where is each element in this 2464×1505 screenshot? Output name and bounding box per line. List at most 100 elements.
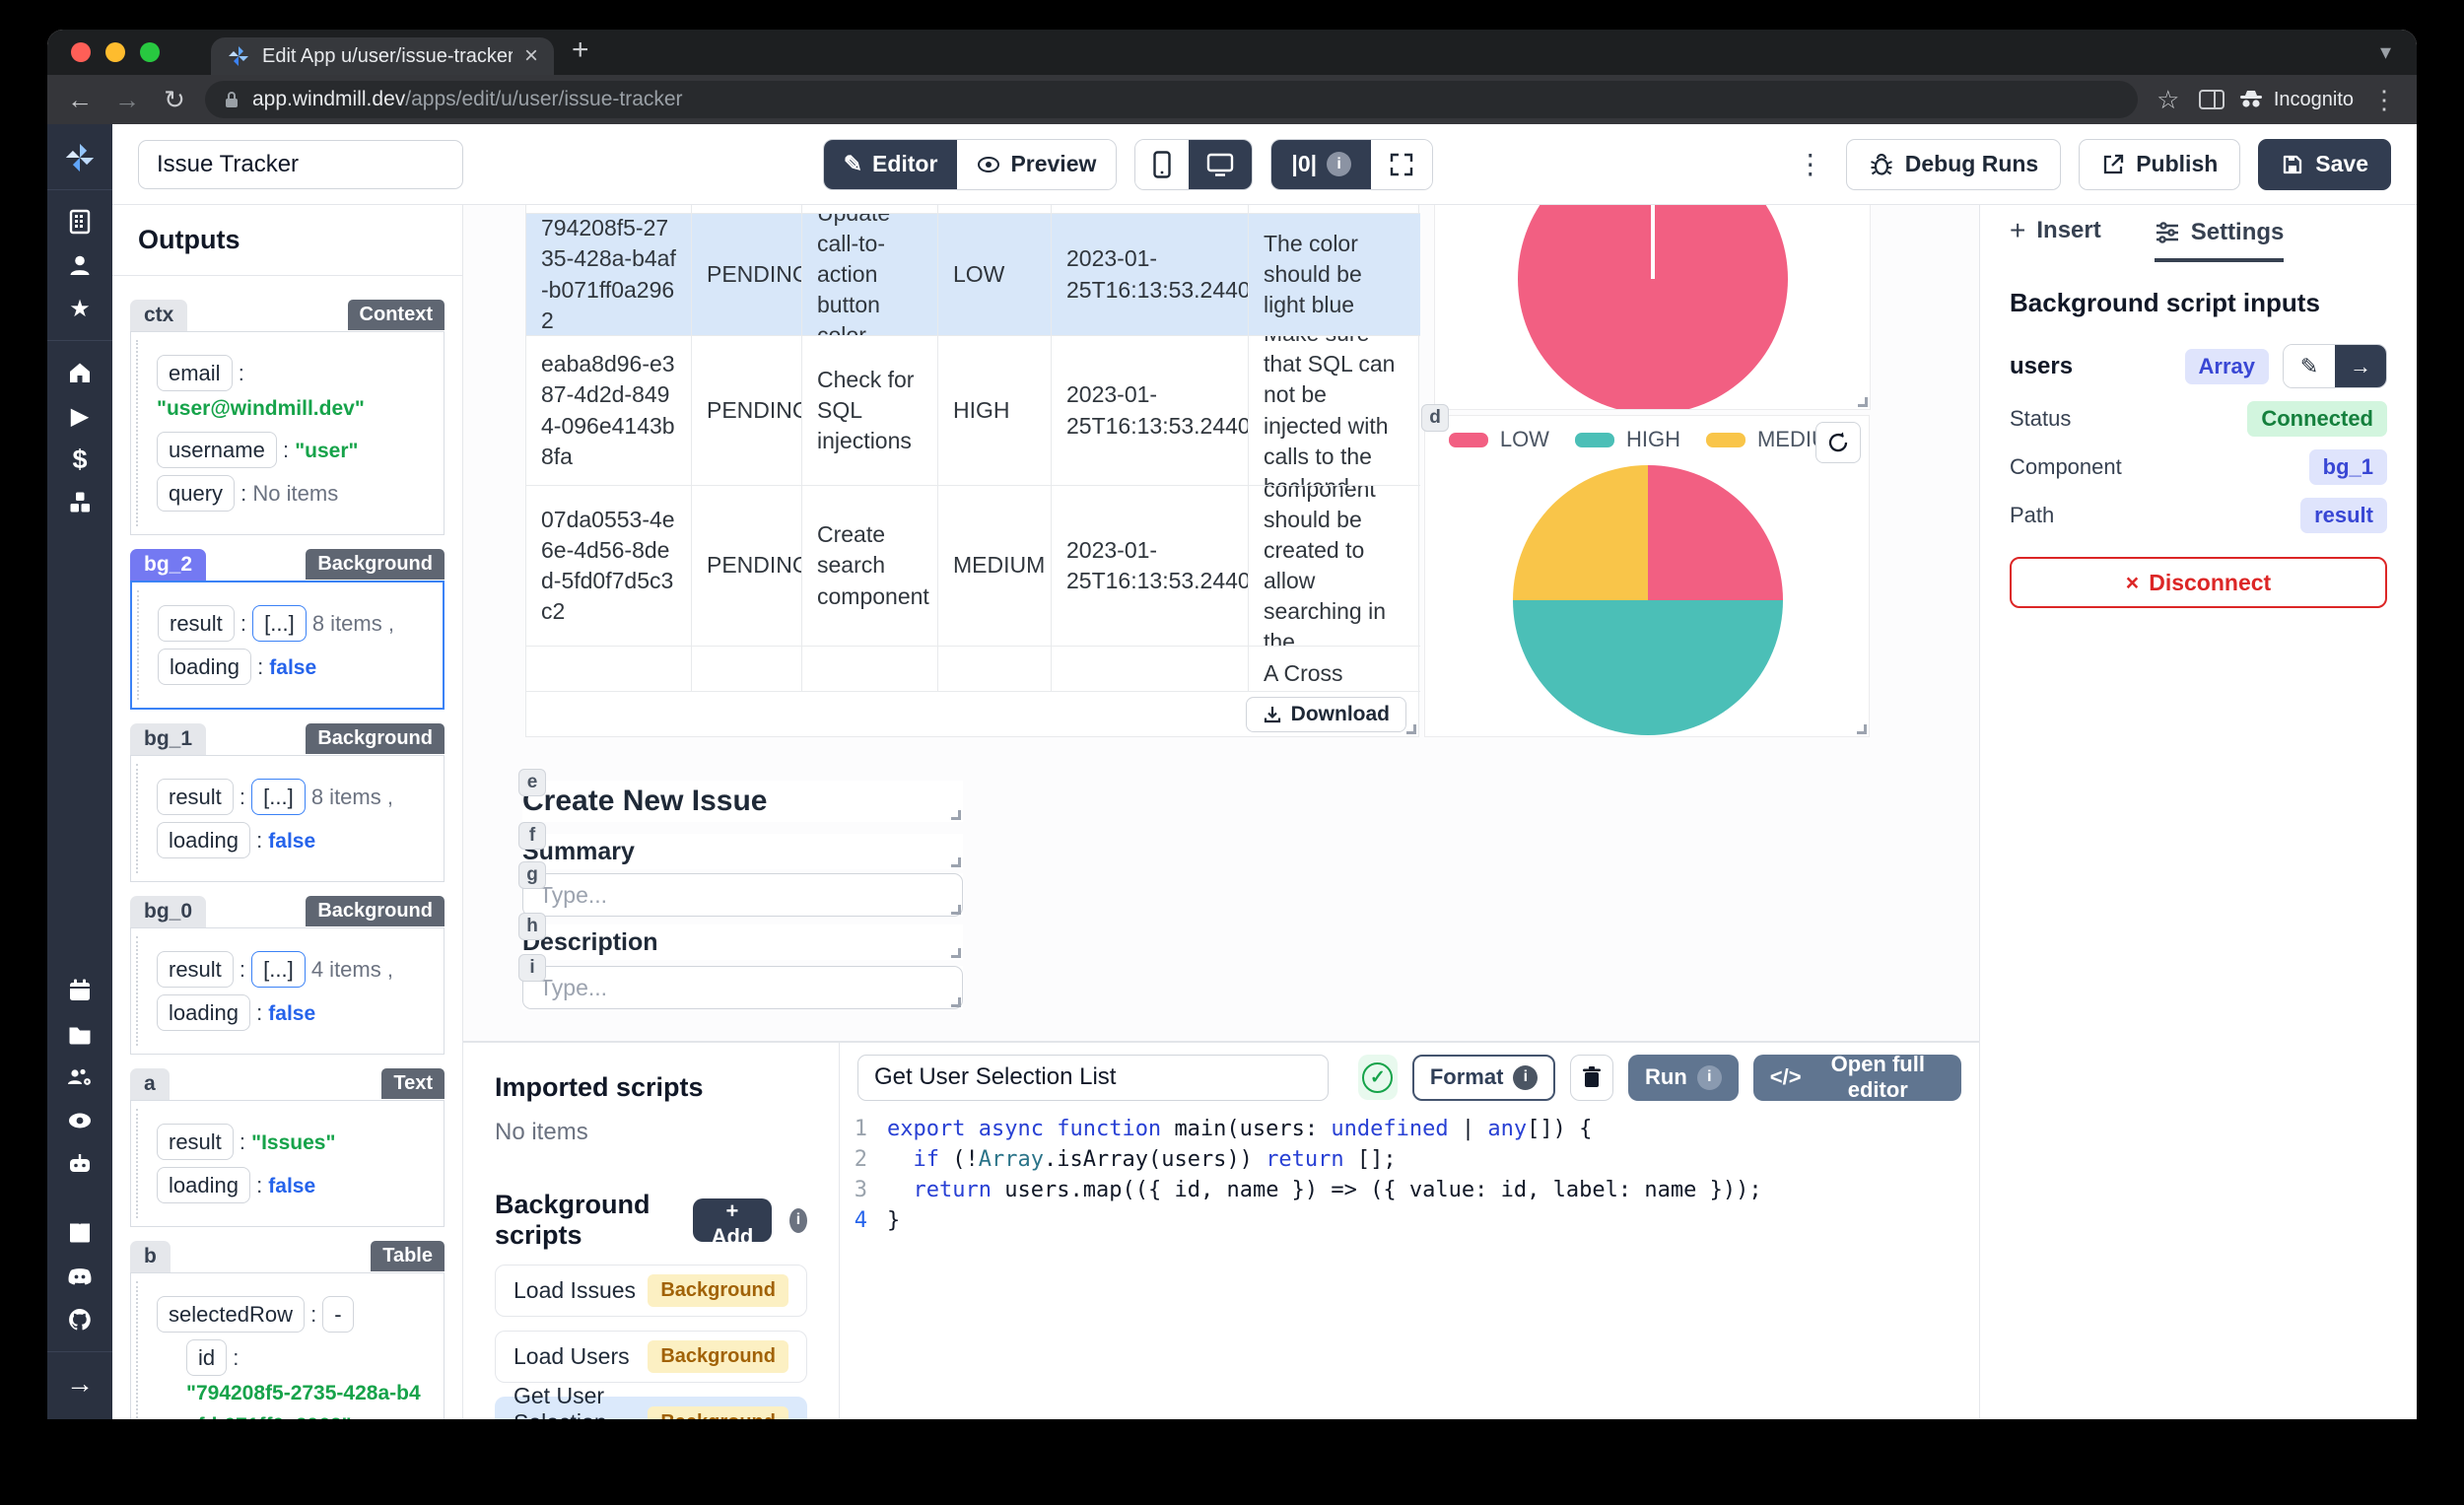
description-input[interactable] xyxy=(522,966,963,1009)
output-key[interactable]: loading xyxy=(157,993,250,1031)
delete-script-button[interactable] xyxy=(1570,1054,1614,1101)
collapse-sidebar-arrow-icon[interactable]: → xyxy=(66,1368,94,1399)
script-item-load-users[interactable]: Load Users Background xyxy=(495,1331,807,1383)
output-key[interactable]: result xyxy=(157,950,234,988)
legend-label[interactable]: HIGH xyxy=(1625,427,1680,451)
runs-play-icon[interactable]: ▶ xyxy=(70,402,90,430)
reload-icon[interactable]: ↻ xyxy=(164,84,185,114)
component-id-badge[interactable]: i xyxy=(518,954,546,982)
workspace-icon[interactable] xyxy=(60,200,100,243)
output-card-bg0[interactable]: bg_0 Background result : [...] 4 items ,… xyxy=(130,895,445,1055)
table-row[interactable]: eaba8d96-e387-4d2d-8494-096e4143b8fa PEN… xyxy=(526,336,1420,486)
output-card-ctx[interactable]: ctx Context email : "user@windmill.dev" … xyxy=(130,300,445,535)
side-panel-icon[interactable] xyxy=(2198,88,2224,111)
component-badge[interactable]: bg_1 xyxy=(2308,449,2387,485)
github-icon[interactable] xyxy=(60,1298,100,1341)
publish-button[interactable]: Publish xyxy=(2079,138,2241,190)
code-line[interactable]: 4} xyxy=(854,1208,901,1233)
pie-chart-component-d[interactable]: d LOW HIGH MEDIUM xyxy=(1421,404,1870,737)
ai-robot-icon[interactable] xyxy=(60,1142,100,1186)
resources-cubes-icon[interactable] xyxy=(60,481,100,524)
fullscreen-button[interactable] xyxy=(1371,139,1433,189)
table-row[interactable]: A Cross Origin xyxy=(526,647,1420,692)
open-full-editor-button[interactable]: </> Open full editor xyxy=(1752,1052,1962,1102)
resize-handle[interactable] xyxy=(1857,724,1867,734)
output-card-b[interactable]: b Table selectedRow : - id : "794208f5-27… xyxy=(130,1240,445,1419)
output-tag[interactable]: a xyxy=(130,1067,170,1100)
preview-mode-button[interactable]: Preview xyxy=(957,139,1117,189)
disconnect-button[interactable]: × Disconnect xyxy=(2010,557,2387,608)
code-line[interactable]: 2 if (!Array.isArray(users)) return []; xyxy=(854,1147,1397,1172)
path-badge[interactable]: result xyxy=(2300,498,2387,533)
forward-icon[interactable]: → xyxy=(114,84,140,114)
output-key[interactable]: username xyxy=(157,431,277,468)
folders-icon[interactable] xyxy=(60,1012,100,1056)
resize-handle[interactable] xyxy=(951,810,961,820)
output-tag[interactable]: bg_2 xyxy=(130,548,207,581)
editor-mode-button[interactable]: ✎ Editor xyxy=(823,139,958,189)
browser-tab[interactable]: Edit App u/user/issue-tracker | × xyxy=(211,37,554,75)
pie-chart-component-c[interactable] xyxy=(1434,205,1871,410)
user-icon[interactable] xyxy=(60,243,100,287)
toolbar-menu-icon[interactable]: ⋮ xyxy=(1796,149,1824,179)
output-key[interactable]: selectedRow xyxy=(157,1295,305,1333)
discord-icon[interactable] xyxy=(60,1255,100,1298)
new-tab-button[interactable]: + xyxy=(572,34,589,66)
resize-handle[interactable] xyxy=(951,905,961,915)
static-edit-button[interactable]: ✎ xyxy=(2284,345,2335,387)
groups-users-gear-icon[interactable] xyxy=(60,1056,100,1099)
table-row[interactable]: 794208f5-2735-428a-b4af-b071ff0a2962 PEN… xyxy=(526,214,1420,336)
array-expander[interactable]: [...] xyxy=(251,950,306,988)
array-expander[interactable]: [...] xyxy=(252,604,307,642)
variables-dollar-icon[interactable]: $ xyxy=(72,444,88,474)
format-button[interactable]: Format i xyxy=(1411,1054,1556,1101)
resize-handle[interactable] xyxy=(1858,397,1868,407)
description-label-component[interactable]: h Description xyxy=(518,913,963,960)
code-line[interactable]: 3 return users.map(({ id, name }) => ({ … xyxy=(854,1178,1762,1202)
form-title-component[interactable]: e Create New Issue xyxy=(518,769,963,822)
description-input-component[interactable]: i xyxy=(518,954,963,1009)
minimize-window-button[interactable] xyxy=(105,42,125,62)
output-tag[interactable]: bg_0 xyxy=(130,895,207,927)
output-key[interactable]: result xyxy=(157,778,234,815)
output-key[interactable]: result xyxy=(157,1123,234,1160)
output-card-bg2[interactable]: bg_2 Background result : [...] 8 items ,… xyxy=(130,548,445,710)
zoom-window-button[interactable] xyxy=(140,42,160,62)
tab-insert[interactable]: + Insert xyxy=(2010,215,2101,245)
macos-window-controls[interactable] xyxy=(47,30,181,75)
close-window-button[interactable] xyxy=(71,42,91,62)
windmill-logo[interactable] xyxy=(60,136,100,179)
schedules-calendar-icon[interactable] xyxy=(60,969,100,1012)
output-tag[interactable]: bg_1 xyxy=(130,722,207,755)
output-key[interactable]: loading xyxy=(157,821,250,858)
output-key[interactable]: result xyxy=(158,604,235,642)
table-row[interactable]: 07da0553-4e6e-4d56-8ded-5fd0f7d5c3c2 PEN… xyxy=(526,486,1420,647)
back-icon[interactable]: ← xyxy=(67,84,93,114)
audit-eye-icon[interactable] xyxy=(60,1099,100,1142)
mobile-view-button[interactable] xyxy=(1135,139,1190,189)
script-item-load-issues[interactable]: Load Issues Background xyxy=(495,1265,807,1317)
summary-input[interactable] xyxy=(522,873,963,917)
array-expander[interactable]: [...] xyxy=(251,778,306,815)
desktop-view-button[interactable] xyxy=(1189,139,1253,189)
docs-book-icon[interactable] xyxy=(60,1211,100,1255)
summary-label-component[interactable]: f Summary xyxy=(518,822,963,869)
run-button[interactable]: Run i xyxy=(1628,1054,1739,1101)
browser-menu-icon[interactable]: ⋮ xyxy=(2371,84,2397,114)
refresh-chart-button[interactable] xyxy=(1815,422,1861,463)
legend-label[interactable]: LOW xyxy=(1499,427,1549,451)
save-button[interactable]: Save xyxy=(2258,138,2391,190)
output-tag[interactable]: ctx xyxy=(130,300,188,331)
resize-handle[interactable] xyxy=(951,997,961,1007)
script-item-get-user-selection-list[interactable]: Get User Selection List Background xyxy=(495,1383,807,1419)
component-id-badge[interactable]: f xyxy=(518,822,546,850)
app-name-input[interactable] xyxy=(138,139,463,189)
resize-handle[interactable] xyxy=(951,948,961,958)
code-editor[interactable]: 1 export async function main(users: undef… xyxy=(840,1106,1979,1419)
script-name-input[interactable] xyxy=(857,1054,1329,1101)
app-canvas[interactable]: 794208f5-2735-428a-b4af-b071ff0a2962 PEN… xyxy=(463,205,1979,1041)
output-key[interactable]: query xyxy=(157,474,236,512)
component-id-badge[interactable]: h xyxy=(518,913,546,940)
url-field[interactable]: app.windmill.dev/apps/edit/u/user/issue-… xyxy=(205,81,2138,118)
component-id-badge[interactable]: e xyxy=(518,769,546,796)
